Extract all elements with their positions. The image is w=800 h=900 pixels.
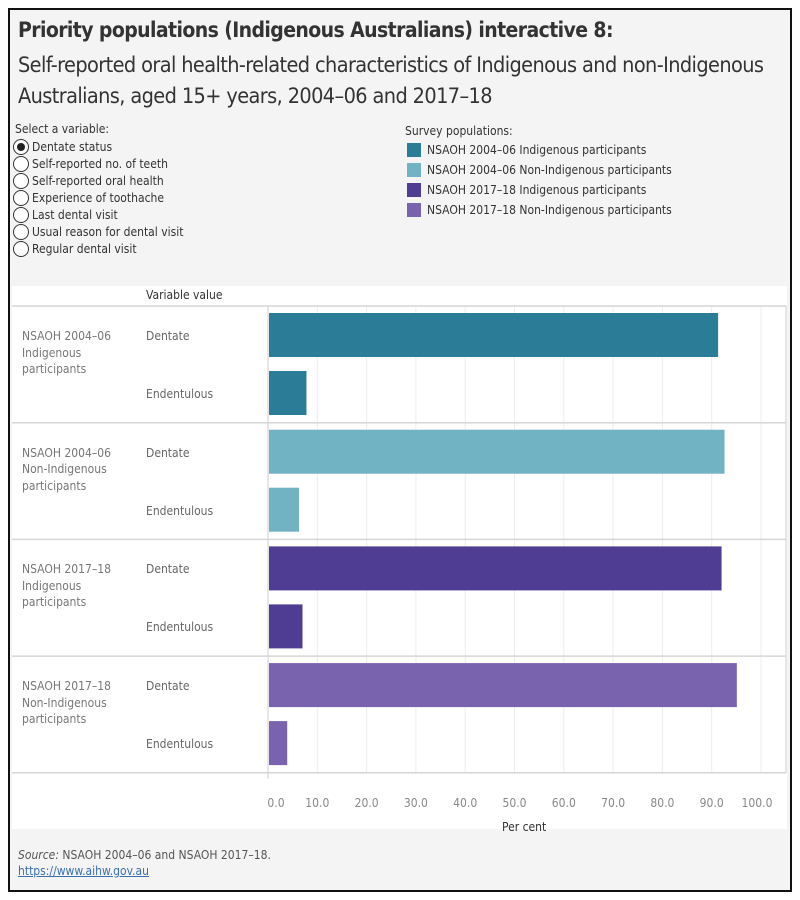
radio-label: Self-reported no. of teeth — [32, 156, 168, 171]
bar-dentate[interactable] — [269, 663, 737, 708]
x-tick-label: 50.0 — [502, 796, 527, 810]
legend-item[interactable]: NSAOH 2004–06 Indigenous participants — [407, 143, 646, 157]
group-label-line: participants — [22, 712, 87, 727]
radio-option[interactable]: Experience of toothache — [13, 189, 164, 206]
column-header: Variable value — [146, 288, 223, 302]
legend-swatch — [407, 143, 421, 157]
legend-label: NSAOH 2004–06 Indigenous participants — [427, 143, 647, 157]
group-label-line: Indigenous — [22, 578, 82, 593]
category-label: Endentulous — [146, 620, 214, 635]
source-note: Source: NSAOH 2004–06 and NSAOH 2017–18. — [18, 848, 271, 862]
variable-selector-label: Select a variable: — [15, 122, 109, 136]
radio-option[interactable]: Usual reason for dental visit — [13, 223, 183, 240]
x-tick-label: 30.0 — [403, 796, 428, 810]
group-label-line: NSAOH 2017–18 — [22, 679, 111, 694]
x-tick-label: 70.0 — [601, 796, 626, 810]
legend-title: Survey populations: — [405, 124, 513, 138]
source-text: NSAOH 2004–06 and NSAOH 2017–18. — [58, 848, 271, 862]
radio-label: Usual reason for dental visit — [32, 224, 184, 239]
radio-option[interactable]: Last dental visit — [13, 206, 118, 223]
group-label: NSAOH 2004–06 Non-Indigenous participants — [22, 445, 132, 495]
radio-circle-icon[interactable] — [13, 223, 29, 240]
legend-swatch — [407, 203, 421, 217]
radio-label: Experience of toothache — [32, 190, 165, 205]
x-tick-label: 90.0 — [699, 796, 724, 810]
bar-endentulous[interactable] — [269, 487, 300, 532]
x-tick-label: 60.0 — [551, 796, 576, 810]
radio-circle-icon[interactable] — [13, 172, 29, 189]
bar-dentate[interactable] — [269, 546, 722, 591]
bar-chart: Variable value Dentate Endentulous NSAOH 2… — [12, 286, 787, 834]
bar-endentulous[interactable] — [269, 604, 303, 649]
radio-label: Last dental visit — [32, 207, 118, 222]
x-tick-label: 20.0 — [354, 796, 379, 810]
legend-item[interactable]: NSAOH 2017–18 Indigenous participants — [407, 183, 646, 197]
group-label-line: Non-Indigenous — [22, 462, 107, 477]
legend-item[interactable]: NSAOH 2004–06 Non-Indigenous participant… — [407, 163, 672, 177]
dashboard-frame: Priority populations (Indigenous Austral… — [8, 8, 792, 892]
group-label-line: NSAOH 2004–06 — [22, 445, 111, 460]
group-label: NSAOH 2017–18 Indigenous participants — [22, 561, 132, 611]
radio-label: Dentate status — [32, 139, 113, 154]
x-tick-label: 10.0 — [305, 796, 330, 810]
legend-swatch — [407, 163, 421, 177]
group-label-line: NSAOH 2017–18 — [22, 562, 111, 577]
source-label: Source: — [18, 848, 59, 862]
page-subtitle: Self-reported oral health-related charac… — [18, 53, 764, 109]
group-label-line: participants — [22, 595, 87, 610]
bar-endentulous[interactable] — [269, 721, 288, 766]
bar-endentulous[interactable] — [269, 371, 307, 415]
category-label: Endentulous — [146, 737, 214, 752]
group-label-line: participants — [22, 478, 87, 493]
group-label-line: Indigenous — [22, 345, 82, 360]
bar-dentate[interactable] — [269, 313, 719, 357]
x-axis-label: Per cent — [502, 820, 547, 834]
x-tick-label: 40.0 — [453, 796, 478, 810]
radio-option[interactable]: Dentate status — [13, 138, 112, 155]
aihw-link[interactable]: https://www.aihw.gov.au — [18, 864, 149, 878]
legend-label: NSAOH 2004–06 Non-Indigenous participant… — [427, 163, 672, 177]
radio-label: Regular dental visit — [32, 241, 137, 256]
group-label: NSAOH 2017–18 Non-Indigenous participants — [22, 678, 132, 728]
category-label: Dentate — [146, 329, 190, 343]
legend-label: NSAOH 2017–18 Non-Indigenous participant… — [427, 203, 672, 217]
legend-label: NSAOH 2017–18 Indigenous participants — [427, 183, 647, 197]
radio-circle-icon[interactable] — [13, 155, 29, 172]
radio-circle-icon[interactable] — [13, 206, 29, 223]
category-label: Endentulous — [146, 387, 214, 401]
radio-option[interactable]: Regular dental visit — [13, 240, 137, 257]
legend-item[interactable]: NSAOH 2017–18 Non-Indigenous participant… — [407, 203, 672, 217]
category-label: Dentate — [146, 679, 190, 694]
page-title: Priority populations (Indigenous Austral… — [18, 18, 614, 42]
radio-circle-icon[interactable] — [13, 240, 29, 257]
radio-label: Self-reported oral health — [32, 173, 164, 188]
radio-option[interactable]: Self-reported no. of teeth — [13, 155, 168, 172]
bar-dentate[interactable] — [269, 429, 725, 474]
category-label: Dentate — [146, 445, 190, 460]
radio-option[interactable]: Self-reported oral health — [13, 172, 164, 189]
radio-circle-icon[interactable] — [13, 189, 29, 206]
x-tick-label: 0.0 — [267, 796, 285, 810]
plot-area — [12, 305, 787, 779]
radio-circle-icon[interactable] — [13, 138, 29, 155]
x-tick-label: 80.0 — [650, 796, 675, 810]
group-label-line: Non-Indigenous — [22, 695, 107, 710]
category-label: Endentulous — [146, 503, 214, 518]
group-label-line: participants — [22, 362, 87, 376]
group-label: NSAOH 2004–06 Indigenous participants — [22, 328, 132, 378]
group-label-line: NSAOH 2004–06 — [22, 329, 111, 343]
legend-swatch — [407, 183, 421, 197]
x-tick-label: 100.0 — [741, 796, 773, 810]
category-label: Dentate — [146, 562, 190, 577]
